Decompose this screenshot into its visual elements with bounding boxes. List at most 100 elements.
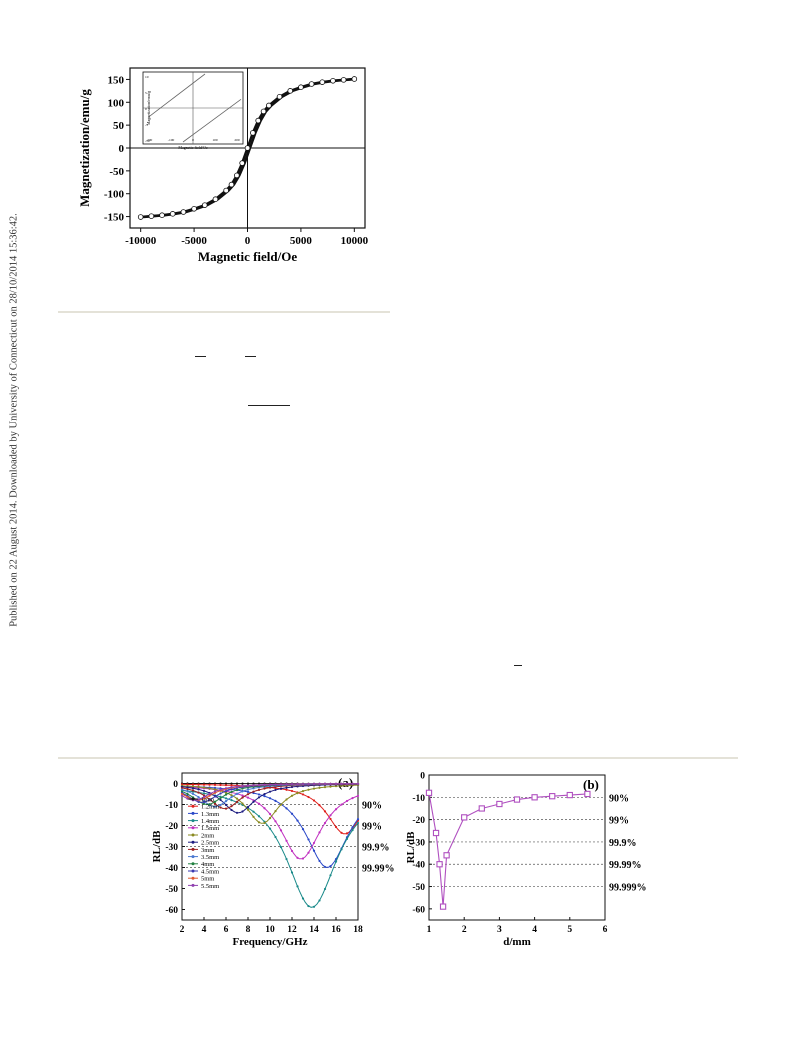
x-tick-label: 2 bbox=[462, 925, 467, 935]
inset-x-tick-label: 0 bbox=[192, 138, 194, 142]
data-point bbox=[329, 817, 332, 821]
data-point bbox=[584, 790, 591, 798]
data-point bbox=[312, 849, 316, 852]
data-point bbox=[246, 793, 250, 796]
data-point bbox=[208, 794, 211, 797]
y-tick-label: -50 bbox=[165, 885, 178, 895]
series-line bbox=[428, 792, 588, 907]
data-point bbox=[202, 783, 206, 786]
data-point bbox=[334, 860, 338, 863]
panel-label: (b) bbox=[583, 777, 599, 792]
data-point bbox=[213, 802, 217, 805]
reference-label: 90% bbox=[362, 801, 382, 812]
x-axis-label: Magnetic field/Oe bbox=[198, 249, 298, 264]
x-tick-label: 1 bbox=[427, 925, 432, 935]
equation-bar-2 bbox=[245, 356, 256, 357]
inset-x-tick-label: -200 bbox=[146, 138, 153, 142]
data-point bbox=[301, 897, 305, 900]
inset-branch-1 bbox=[148, 73, 206, 117]
y-tick-label: 100 bbox=[108, 97, 125, 109]
legend-label: 1.4mm bbox=[201, 818, 219, 825]
data-point bbox=[219, 798, 222, 802]
data-point bbox=[246, 808, 250, 811]
data-point bbox=[208, 787, 211, 790]
data-point bbox=[279, 845, 283, 849]
data-point bbox=[191, 206, 197, 212]
data-point bbox=[219, 803, 222, 807]
data-point bbox=[351, 797, 354, 800]
x-tick-label: 8 bbox=[246, 925, 251, 935]
legend-label: 3mm bbox=[201, 847, 214, 854]
legend-label: 1.3mm bbox=[201, 811, 219, 818]
data-point bbox=[301, 782, 305, 786]
equation-bar-1 bbox=[195, 356, 206, 357]
y-tick-label: -10 bbox=[412, 794, 425, 804]
data-point bbox=[279, 787, 283, 790]
data-point bbox=[230, 786, 233, 789]
data-point bbox=[224, 784, 228, 787]
x-tick-label: 5 bbox=[567, 925, 572, 935]
data-point bbox=[202, 786, 206, 789]
data-point bbox=[244, 145, 251, 151]
data-point bbox=[186, 795, 189, 799]
data-point bbox=[235, 785, 239, 788]
data-point bbox=[260, 108, 267, 115]
data-point bbox=[425, 789, 433, 796]
legend-marker bbox=[191, 797, 195, 801]
data-point bbox=[296, 856, 299, 859]
x-tick-label: 6 bbox=[603, 925, 608, 935]
data-point bbox=[202, 795, 206, 799]
data-point bbox=[351, 826, 354, 829]
data-point bbox=[208, 783, 211, 786]
section-divider-bottom bbox=[58, 757, 738, 759]
data-point bbox=[279, 783, 283, 786]
data-point bbox=[235, 811, 239, 814]
data-point bbox=[208, 798, 211, 802]
data-point bbox=[268, 812, 272, 816]
provenance-sidebar: Published on 22 August 2014. Downloaded … bbox=[0, 0, 28, 1039]
legend-label: 3.5mm bbox=[201, 854, 219, 861]
data-point bbox=[263, 821, 266, 825]
data-point bbox=[219, 792, 222, 795]
data-point bbox=[213, 786, 217, 790]
data-point bbox=[307, 795, 310, 799]
data-point bbox=[318, 899, 321, 902]
legend-marker bbox=[191, 804, 195, 808]
data-point bbox=[318, 859, 321, 863]
data-point bbox=[169, 211, 176, 217]
x-tick-label: 6 bbox=[224, 925, 229, 935]
data-point bbox=[230, 799, 233, 802]
x-tick-label: 18 bbox=[353, 925, 363, 935]
data-point bbox=[197, 791, 200, 794]
data-point bbox=[197, 800, 200, 803]
data-point bbox=[263, 792, 266, 796]
provenance-note: Published on 22 August 2014. Downloaded … bbox=[8, 213, 20, 627]
x-axis-label: Frequency/GHz bbox=[233, 936, 308, 948]
data-point bbox=[323, 782, 327, 785]
data-point bbox=[263, 787, 266, 790]
data-point bbox=[197, 788, 200, 791]
reference-label: 99.9% bbox=[609, 838, 637, 849]
data-point bbox=[323, 887, 327, 891]
inset-y-tick-label: 0 bbox=[145, 107, 147, 111]
data-point bbox=[287, 88, 294, 94]
data-point bbox=[274, 799, 277, 802]
equation-bar-3 bbox=[514, 665, 522, 666]
data-point bbox=[268, 817, 272, 820]
data-point bbox=[213, 795, 217, 798]
data-point bbox=[340, 77, 347, 83]
data-point bbox=[202, 792, 206, 795]
data-point bbox=[318, 786, 321, 789]
legend-marker bbox=[191, 855, 195, 859]
data-point bbox=[351, 76, 358, 82]
data-point bbox=[323, 821, 327, 825]
data-point bbox=[197, 796, 200, 799]
data-point bbox=[252, 782, 255, 785]
data-point bbox=[202, 801, 206, 804]
legend-marker bbox=[191, 811, 195, 815]
data-point bbox=[290, 794, 294, 797]
data-point bbox=[224, 807, 228, 810]
data-point bbox=[212, 196, 219, 203]
data-point bbox=[340, 782, 343, 785]
x-tick-label: -5000 bbox=[181, 235, 207, 247]
